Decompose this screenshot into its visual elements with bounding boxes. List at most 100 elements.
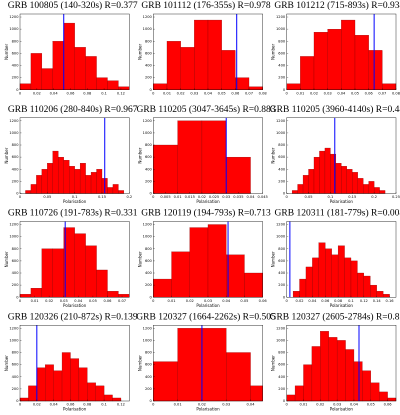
y-tick-label: 1000 [143,338,153,342]
bar [362,370,371,402]
y-tick-label: 0 [150,399,153,403]
y-tick-label: 200 [12,76,20,80]
bar [96,269,108,298]
x-tick-label: 0.06 [66,91,75,95]
y-tick-label: 600 [12,259,20,263]
plot-frame [153,117,263,194]
bar [341,19,356,90]
x-tick-label: 0.16 [386,299,395,303]
x-tick-label: 0.05 [43,195,51,199]
y-tick-label: 0 [16,399,19,403]
bar [69,166,75,194]
bar [336,340,346,402]
y-tick-label: 0 [283,399,286,403]
x-tick-label: 0.15 [348,195,356,199]
bar [379,190,386,194]
y-tick-label: 800 [145,351,153,355]
bar [350,260,358,298]
y-tick-label: 800 [12,143,20,147]
bar [341,166,347,194]
y-tick-label: 1200 [9,326,19,330]
y-tick-label: 800 [12,247,20,251]
x-tick-label: 0.01 [174,195,182,199]
bar [166,41,181,90]
bar [201,120,227,194]
y-tick-label: 200 [145,387,153,391]
y-tick-label: 1200 [143,15,153,19]
y-axis-label: Number [4,251,9,267]
bar [70,358,80,402]
y-tick-label: 0 [283,88,286,92]
x-tick-label: 0.03 [190,91,198,95]
bar [300,56,315,90]
y-tick-label: 800 [145,247,153,251]
x-tick-label: 0.03 [222,403,230,407]
x-tick-label: 0.02 [177,91,185,95]
x-tick-label: 0.2 [371,195,377,199]
y-tick-label: 600 [278,363,286,367]
x-tick-label: 0.07 [378,91,386,95]
y-tick-label: 400 [278,375,286,379]
y-tick-label: 800 [145,39,153,43]
bar [354,35,369,90]
y-tick-label: 800 [12,39,20,43]
x-tick-label: 0.035 [233,195,243,199]
x-tick-label: 0.05 [367,403,375,407]
x-tick-label: 0.01 [163,91,171,95]
y-tick-label: 800 [145,143,153,147]
bar [79,163,86,194]
y-tick-label: 1000 [9,131,19,135]
panel: GRB 110726 (191-783s) R=0.331 0 200 400 600 8… [4,208,138,308]
y-axis-label: Number [137,251,142,267]
plot-frame [153,325,263,402]
x-tick-label: 0.04 [247,195,256,199]
x-tick-label: 0.04 [337,91,346,95]
bar [85,175,92,194]
x-tick-label: 0.06 [321,299,330,303]
x-tick-label: 0.03 [333,403,341,407]
chart-title: GRB 101112 (176-355s) R=0.978 [141,0,270,11]
bar [61,352,71,402]
bar [294,385,304,402]
y-tick-label: 0 [16,295,19,299]
x-tick-label: 0.05 [89,299,97,303]
bar [85,245,97,298]
bar [36,175,43,194]
bar [357,272,364,298]
x-tick-label: 0.01 [31,299,39,303]
x-tick-label: 0.02 [310,91,318,95]
panel: GRB 110206 (280-840s) R=0.967 0 200 400 600 8… [4,104,138,204]
bar [226,352,251,402]
y-axis-label: Number [4,355,9,371]
y-tick-label: 400 [278,64,286,68]
panel: GRB 101112 (176-355s) R=0.978 0 200 400 600 8… [137,0,271,95]
x-tick-label: 0 [152,91,155,95]
bar [90,172,97,194]
bar [207,19,222,90]
x-tick-label: 0.25 [392,195,400,199]
bar [41,248,53,298]
bar [286,394,296,402]
y-tick-label: 200 [278,283,286,287]
y-tick-label: 200 [278,387,286,391]
bar [379,391,388,402]
bar [118,294,130,298]
y-tick-label: 400 [12,271,20,275]
bar [112,184,119,194]
bar [96,169,103,194]
x-tick-label: 0.05 [305,195,313,199]
y-tick-label: 1200 [9,223,19,227]
y-axis-label: Number [4,147,9,163]
y-tick-label: 800 [278,351,286,355]
y-tick-label: 1000 [143,235,153,239]
chart-title: GRB 120119 (194-793s) R=0.713 [141,208,271,219]
x-tick-label: 0.05 [240,299,248,303]
x-tick-label: 0.01 [174,403,182,407]
bar [28,385,37,402]
x-tick-label: 0.03 [204,299,212,303]
x-tick-label: 0.06 [365,91,374,95]
bar [291,190,298,194]
x-tick-label: 0.04 [74,299,83,303]
bar [352,172,358,194]
